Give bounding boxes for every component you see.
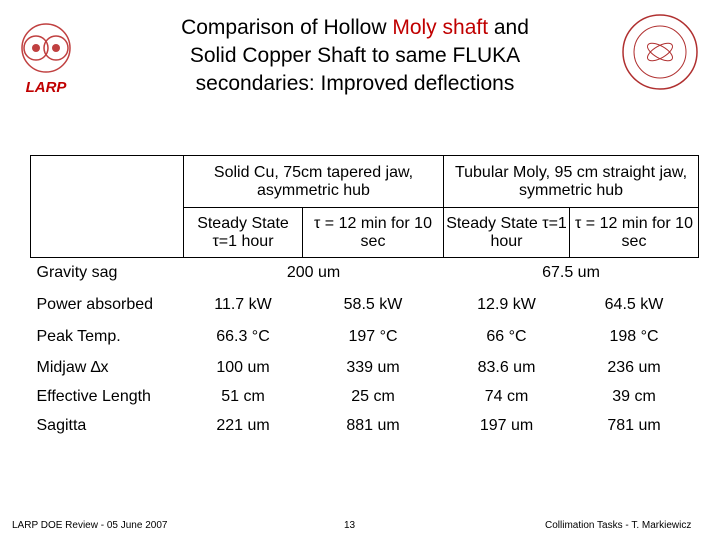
cell: 39 cm <box>612 387 656 405</box>
row-label: Effective Length <box>36 387 151 405</box>
footer-right: Collimation Tasks - T. Markiewicz <box>545 520 692 531</box>
subheader: Steady State τ=1 hour <box>183 207 303 258</box>
cell: 197 um <box>479 416 534 434</box>
cell: 58.5 kW <box>343 295 403 313</box>
subheader-row: Steady State τ=1 hour τ = 12 min for 10 s… <box>31 207 699 258</box>
cell: 64.5 kW <box>604 295 664 313</box>
cell: 51 cm <box>221 387 265 405</box>
footer-left: LARP DOE Review - 05 June 2007 <box>12 520 168 531</box>
data-row: Gravity sag 200 um 67.5 um <box>31 258 699 289</box>
cell: 83.6 um <box>477 359 536 376</box>
page-number: 13 <box>344 520 356 531</box>
row-label: Peak Temp. <box>36 328 121 345</box>
cell: 100 um <box>216 359 270 376</box>
header-row: Solid Cu, 75cm tapered jaw, asymmetric h… <box>30 155 699 258</box>
row-label: Midjaw ∆x <box>36 359 109 376</box>
subheader: τ = 12 min for 10 sec <box>569 207 699 258</box>
data-row: Power absorbed 11.7 kW 58.5 kW 12.9 kW 64.5 … <box>31 289 699 321</box>
data-row: Midjaw ∆x 100 um 339 um 83.6 um 236 um <box>31 354 699 383</box>
row-label: Gravity sag <box>36 264 118 282</box>
table: Solid Cu, 75cm tapered jaw, asymmetric h… <box>30 155 699 441</box>
cell: 25 cm <box>351 387 395 405</box>
cell: 66 °C <box>486 328 527 345</box>
cell: 12.9 kW <box>477 295 536 313</box>
title-part: Comparison of Hollow <box>181 16 393 39</box>
seal-logo <box>622 14 698 90</box>
row-label: Sagitta <box>36 416 87 434</box>
title-highlight: Moly shaft <box>392 16 489 39</box>
cell: 200 um <box>286 264 341 282</box>
title-part: Solid Copper Shaft to same FLUKA <box>189 44 521 67</box>
title: Comparison of Hollow Moly shaft and Solid… <box>120 14 590 98</box>
subheader: τ = 12 min for 10 sec <box>302 207 444 258</box>
cell: 881 um <box>346 416 400 434</box>
cell: 67.5 um <box>542 264 600 282</box>
title-part: and <box>488 16 529 39</box>
larp-logo: LARP <box>21 23 71 96</box>
data-row: Sagitta 221 um 881 um 197 um 781 um <box>31 411 699 441</box>
cell: 11.7 kW <box>214 295 272 313</box>
cell: 221 um <box>216 416 270 434</box>
logo-text: LARP <box>26 79 68 96</box>
group-header: Tubular Moly, 95 cm straight jaw, symmet… <box>443 155 699 208</box>
corner-cell <box>30 155 184 258</box>
data-row: Peak Temp. 66.3 °C 197 °C 66 °C 198 °C <box>31 321 699 354</box>
cell: 198 °C <box>609 328 659 345</box>
subheader: Steady State τ=1 hour <box>443 207 570 258</box>
cell: 339 um <box>346 359 400 376</box>
group-header: Solid Cu, 75cm tapered jaw, asymmetric h… <box>183 155 444 208</box>
data-row: Effective Length 51 cm 25 cm 74 cm 39 cm <box>31 383 699 411</box>
cell: 236 um <box>607 359 661 376</box>
row-label: Power absorbed <box>36 295 154 313</box>
cell: 66.3 °C <box>216 328 270 345</box>
cell: 781 um <box>607 416 661 434</box>
cell: 197 °C <box>348 328 398 345</box>
title-part: secondaries: Improved deflections <box>195 72 515 95</box>
cell: 74 cm <box>484 387 529 405</box>
